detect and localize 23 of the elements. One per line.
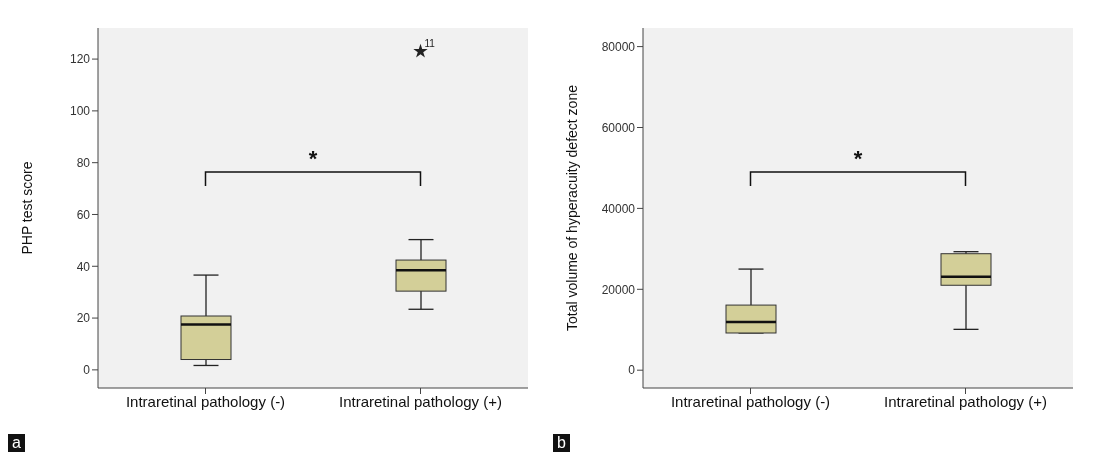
- annotation: *: [308, 146, 318, 171]
- y-tick-label: 40: [76, 259, 91, 274]
- annotation: *: [853, 146, 863, 171]
- x-tick-label: Intraretinal pathology (-): [670, 392, 831, 410]
- y-tick-label: 100: [69, 104, 91, 119]
- x-tick-label: Intraretinal pathology (-): [125, 392, 286, 410]
- y-tick-label: 0: [628, 363, 636, 378]
- y-axis-title: Total volume of hyperacuity defect zone: [563, 84, 580, 331]
- x-tick-label: Intraretinal pathology (+): [883, 392, 1048, 410]
- text: b: [553, 434, 570, 452]
- y-axis-title: PHP test score: [18, 161, 35, 255]
- y-tick-label: 80000: [601, 39, 636, 54]
- y-tick-label: 20: [76, 311, 91, 326]
- y-tick-label: 120: [69, 52, 91, 67]
- x-tick-label: Intraretinal pathology (+): [338, 392, 503, 410]
- annotation: 11: [424, 37, 436, 49]
- y-tick-label: 80: [76, 155, 91, 170]
- y-tick-label: 60000: [601, 120, 636, 135]
- y-tick-label: 40000: [601, 201, 636, 216]
- text: a: [8, 434, 25, 452]
- y-tick-label: 60: [76, 207, 91, 222]
- y-tick-label: 20000: [601, 282, 636, 297]
- y-tick-label: 0: [83, 363, 91, 378]
